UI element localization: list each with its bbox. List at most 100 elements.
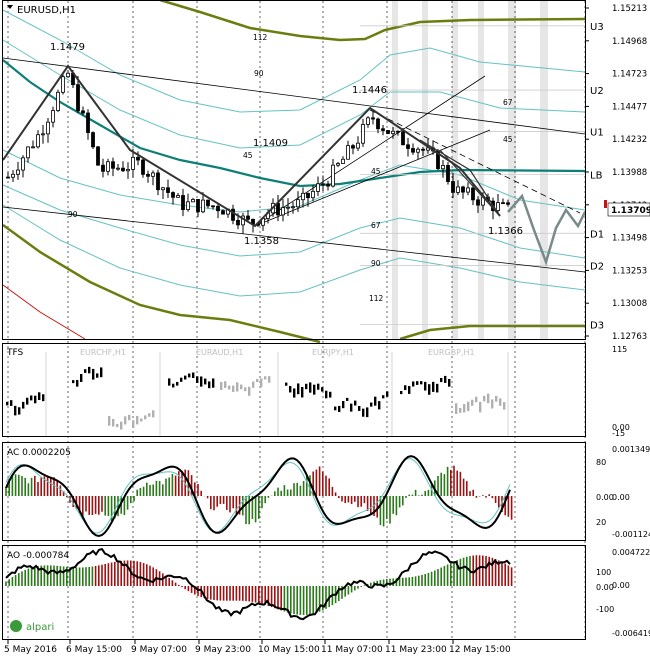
tfs-bar — [204, 378, 207, 385]
tfs-bar — [124, 416, 127, 425]
current-price-badge — [607, 202, 650, 217]
tfs-bar — [34, 395, 37, 404]
tfs-bar — [471, 399, 474, 406]
envelope-band-line — [2, 204, 586, 297]
candle-body — [391, 130, 395, 134]
candle-body — [171, 192, 175, 198]
candle-body — [236, 219, 240, 226]
tfs-bar — [232, 385, 235, 392]
tfs-bar — [196, 376, 199, 383]
candle-body — [76, 84, 80, 112]
candle-body — [86, 112, 90, 133]
candle-body — [381, 128, 385, 131]
candle-body — [506, 202, 510, 205]
current-price-label: 1.13709 — [611, 206, 650, 216]
price-tick-label: 1.13988 — [612, 168, 647, 178]
price-tick-label: 1.12763 — [612, 332, 647, 342]
time-tick-label: 12 May 15:00 — [449, 645, 511, 655]
ac-panel-frame — [2, 442, 586, 541]
candle-body — [166, 187, 170, 193]
candle-body — [406, 144, 410, 149]
red-band-line — [2, 284, 86, 340]
price-marker — [604, 200, 607, 208]
time-tick-label: 9 May 07:00 — [131, 645, 187, 655]
level-label[interactable]: D1 — [590, 229, 604, 240]
tfs-bar — [293, 388, 296, 398]
envelope-band-line — [2, 149, 586, 213]
candle-body — [321, 183, 325, 186]
tfs-bar — [378, 401, 381, 410]
price-tick-label: 1.13008 — [612, 299, 647, 309]
tfs-bar — [224, 381, 227, 388]
candle-body — [131, 156, 135, 170]
price-axis[interactable]: U3 U2 U1 LB D1 D2 D3 1.15213 1.14968 1.14723 1.144… — [585, 4, 650, 342]
candle-body — [421, 148, 425, 151]
candle-body — [211, 205, 215, 208]
ao-scale-right: 0.00 — [612, 581, 630, 590]
symbol-title[interactable]: EURUSD,H1 — [7, 5, 76, 16]
level-label[interactable]: U1 — [590, 128, 604, 139]
tfs-bar — [92, 368, 95, 380]
time-axis[interactable]: 5 May 2016 6 May 15:00 9 May 07:00 9 May 23… — [4, 640, 511, 655]
tfs-bar — [358, 405, 361, 411]
tfs-bar — [475, 396, 478, 403]
dropdown-triangle-icon[interactable] — [7, 5, 13, 9]
tfs-bar — [334, 406, 337, 411]
candle-body — [141, 159, 145, 175]
tfs-bar — [424, 381, 427, 391]
tfs-bar — [495, 395, 498, 402]
tfs-bar — [236, 382, 239, 392]
level-label[interactable]: LB — [590, 170, 603, 181]
tfs-bar — [285, 382, 288, 386]
tfs-bar — [112, 418, 115, 427]
candle-body — [356, 142, 360, 149]
ao-panel[interactable]: AO -0.0007841000.00-1000.0047220.00-0.00… — [5, 547, 650, 638]
tfs-pair-label: EURGBP,H1 — [428, 348, 475, 357]
candle-body — [61, 76, 65, 93]
trend-line — [369, 109, 581, 214]
tfs-bar — [317, 383, 320, 390]
tfs-bar — [404, 385, 407, 391]
tfs-bar — [448, 379, 451, 387]
candle-body — [396, 130, 400, 133]
candle-body — [181, 195, 185, 211]
candle-body — [116, 167, 120, 170]
level-label[interactable]: D3 — [590, 320, 604, 331]
tfs-bar — [455, 403, 458, 414]
level-label[interactable]: U3 — [590, 22, 604, 33]
tfs-bar — [132, 420, 135, 428]
candle-body — [386, 130, 390, 134]
price-annotation: 1.1358 — [244, 236, 279, 247]
price-tick-label: 1.14968 — [612, 37, 647, 47]
candle-body — [311, 190, 315, 199]
price-panel[interactable]: 1.1479 1.1446 1.1409 1.1358 1.1366 112 90 67 45 4… — [2, 0, 587, 344]
tfs-bar — [180, 377, 183, 382]
ac-panel[interactable]: AC 0.0002205 80 0.00 20 0.001349 0.00 -0.00112… — [5, 445, 650, 539]
tfs-pair-label: EURAUD,H1 — [196, 348, 243, 357]
level-label[interactable]: U2 — [590, 86, 604, 97]
angle-label: 90 — [68, 210, 78, 219]
tfs-bar — [184, 375, 187, 380]
tfs-bar — [84, 369, 87, 373]
tfs-bar — [268, 376, 271, 383]
candle-body — [81, 110, 85, 114]
candle-body — [231, 208, 235, 221]
tfs-scale-label: 0.00 — [612, 423, 630, 432]
candle-body — [196, 199, 200, 213]
forecast-shade-column — [392, 1, 398, 339]
time-tick-label: 11 May 07:00 — [321, 645, 383, 655]
level-label[interactable]: D2 — [590, 261, 604, 272]
candle-body — [126, 168, 130, 172]
candle-body — [16, 169, 20, 175]
price-annotation: 1.1366 — [488, 226, 523, 237]
price-tick-label: 1.14232 — [612, 135, 647, 145]
candle-body — [496, 202, 500, 211]
tfs-bar — [305, 383, 308, 390]
trend-line — [2, 206, 586, 273]
candle-body — [456, 186, 460, 193]
tfs-panel[interactable]: TFS EURCHF,H1 EURAUD,H1 EURJPY,H1 EURGBP,H1 1… — [6, 345, 630, 438]
tfs-bar — [228, 385, 231, 390]
tfs-scale-label: 115 — [612, 345, 627, 354]
